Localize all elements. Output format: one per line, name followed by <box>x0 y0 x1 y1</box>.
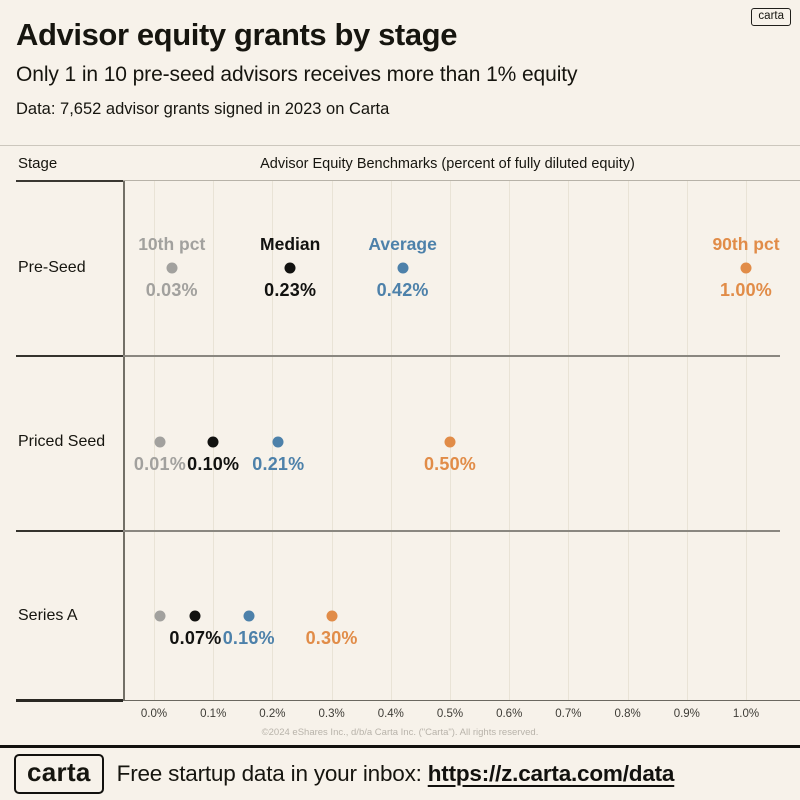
row-separator-2-dark-segment <box>16 529 123 532</box>
data-point-90th-pct <box>740 262 752 274</box>
data-point-10th-pct <box>166 262 178 274</box>
stage-column-header: Stage <box>18 155 58 172</box>
x-tick-label: 0.1% <box>200 708 227 720</box>
data-point-10th-pct <box>154 610 166 622</box>
benchmarks-column-header: Advisor Equity Benchmarks (percent of fu… <box>260 156 635 172</box>
value-label-average: 0.16% <box>222 628 275 648</box>
gridline <box>568 181 570 701</box>
table-header-row: Stage Advisor Equity Benchmarks (percent… <box>0 146 800 182</box>
footer-bar: carta Free startup data in your inbox: h… <box>0 745 800 800</box>
plot-area: Pre-Seed Priced Seed Series A 0.03% 10th pct… <box>0 181 800 702</box>
stage-label-series-a: Series A <box>18 607 78 624</box>
row-separator-2 <box>18 530 780 532</box>
x-axis-line-dark-segment <box>16 699 123 702</box>
page-title: Advisor equity grants by stage <box>16 17 458 52</box>
x-tick-label: 0.7% <box>555 708 582 720</box>
series-name-label-90th-pct: 90th pct <box>712 234 780 254</box>
gridline <box>686 181 688 701</box>
value-label-90th-pct: 1.00% <box>719 280 773 300</box>
x-tick-label: 0.8% <box>614 708 641 720</box>
x-axis: ©2024 eShares Inc., d/b/a Carta Inc. ("C… <box>0 701 800 745</box>
stage-label-pre-seed: Pre-Seed <box>18 259 86 276</box>
x-tick-label: 0.4% <box>377 708 404 720</box>
header: carta Advisor equity grants by stage Onl… <box>0 0 800 146</box>
data-point-90th-pct <box>444 436 456 448</box>
row-separator-1 <box>18 355 780 357</box>
data-point-average <box>397 262 409 274</box>
value-label-average: 0.21% <box>252 454 305 474</box>
data-point-median <box>189 610 201 622</box>
value-label-90th-pct: 0.50% <box>423 454 477 474</box>
data-point-average <box>272 436 284 448</box>
x-tick-label: 0.9% <box>673 708 700 720</box>
x-tick-label: 0.6% <box>496 708 523 720</box>
data-point-average <box>243 610 255 622</box>
stage-label-priced-seed: Priced Seed <box>18 433 106 450</box>
data-point-median <box>207 436 219 448</box>
header-underline-dark-segment <box>16 180 123 182</box>
footer-cta: Free startup data in your inbox: https:/… <box>117 761 675 787</box>
stage-column-divider <box>123 181 125 701</box>
value-label-10th-pct: 0.01% <box>133 454 186 474</box>
header-underline <box>16 180 800 181</box>
x-tick-label: 0.5% <box>436 708 464 720</box>
data-point-median <box>284 262 296 274</box>
carta-logo-badge: carta <box>751 8 791 26</box>
value-label-median: 0.23% <box>264 280 317 300</box>
footer-cta-text: Free startup data in your inbox: <box>116 761 428 786</box>
value-label-10th-pct: 0.03% <box>145 280 198 300</box>
gridline <box>627 181 629 701</box>
value-label-90th-pct: 0.30% <box>305 628 358 648</box>
gridline <box>746 181 747 701</box>
carta-logo: carta <box>14 754 104 794</box>
x-axis-line <box>16 699 800 701</box>
x-tick-label: 0.3% <box>318 708 345 720</box>
data-point-90th-pct <box>326 610 338 622</box>
series-name-label-10th-pct: 10th pct <box>138 234 206 254</box>
row-separator-1-dark-segment <box>16 354 123 357</box>
copyright-text: ©2024 eShares Inc., d/b/a Carta Inc. ("C… <box>261 727 539 738</box>
chart-subtitle: Only 1 in 10 pre-seed advisors receives … <box>16 63 578 87</box>
x-tick-label: 0.0% <box>140 708 168 720</box>
gridline <box>509 181 511 701</box>
series-name-label-median: Median <box>260 234 321 254</box>
series-name-label-average: Average <box>368 234 437 254</box>
data-source-note: Data: 7,652 advisor grants signed in 202… <box>16 100 390 119</box>
x-tick-label: 1.0% <box>732 708 760 720</box>
footer-url-link[interactable]: https://z.carta.com/data <box>427 761 675 786</box>
value-label-median: 0.10% <box>187 454 240 474</box>
gridline <box>331 181 333 701</box>
data-point-10th-pct <box>154 436 166 448</box>
gridline <box>390 181 392 701</box>
x-tick-label: 0.2% <box>259 708 286 720</box>
value-label-median: 0.07% <box>169 628 222 648</box>
value-label-average: 0.42% <box>376 280 429 300</box>
